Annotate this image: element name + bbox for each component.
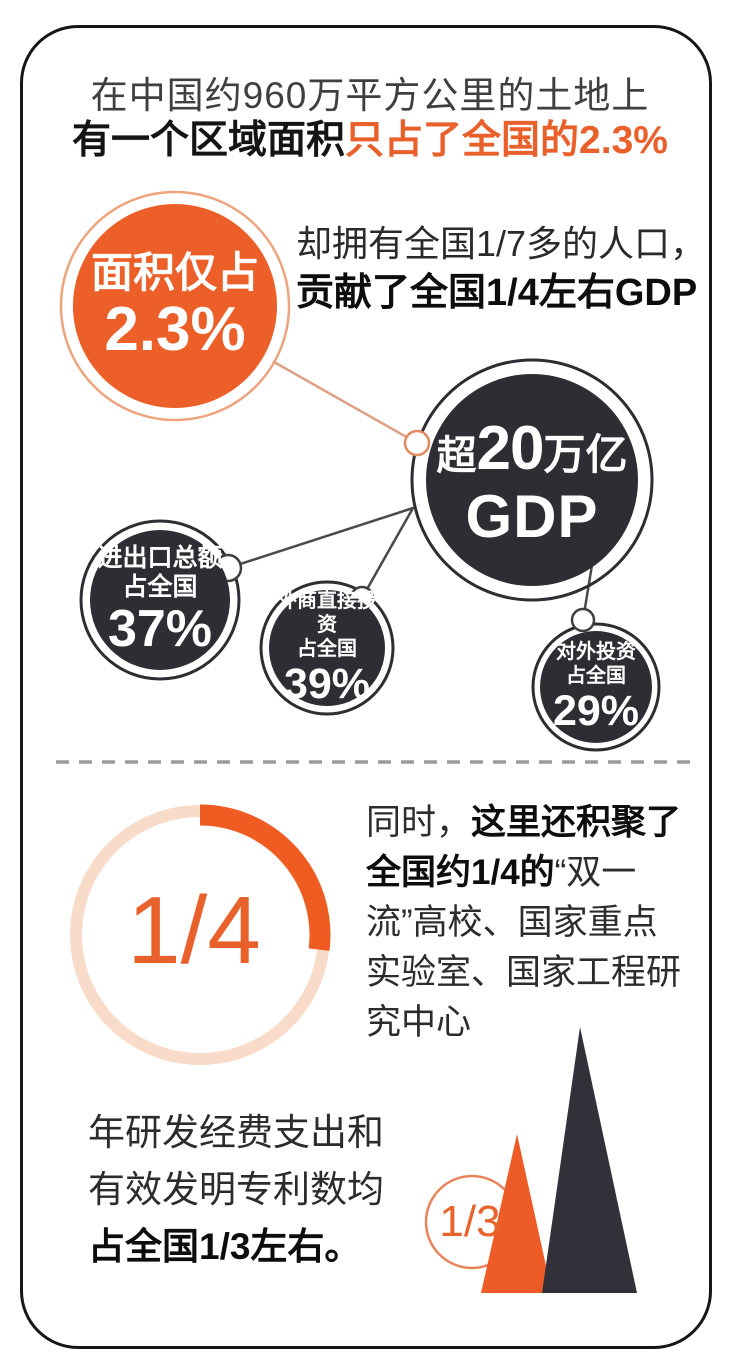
gdp-number: 20 xyxy=(476,413,545,483)
gdp-bubble: 超20万亿 GDP xyxy=(426,374,638,586)
stat-line2: 占全国 xyxy=(122,573,198,601)
area-bubble-value: 2.3% xyxy=(104,295,246,364)
quarter-fraction: 1/4 xyxy=(127,877,261,984)
gdp-label: GDP xyxy=(465,482,599,550)
gdp-bubble-line1: 超20万亿 xyxy=(437,413,628,484)
header-line2-dark: 有一个区域面积 xyxy=(72,119,346,162)
stat-value: 39% xyxy=(283,660,371,708)
one-third-fraction: 1/3 xyxy=(439,1197,501,1246)
header-line1: 在中国约960万平方公里的土地上 xyxy=(90,75,650,116)
page-border-frame xyxy=(20,25,712,1349)
stat-value: 29% xyxy=(552,687,640,735)
intro-line1: 却拥有全国1/7多的人口， xyxy=(296,223,707,264)
text-segment-bold: 这里还积聚了 xyxy=(471,803,682,842)
stat-line2: 占全国 xyxy=(297,638,357,660)
text-line: 流”高校、国家重点 xyxy=(366,903,658,942)
stat-line1: 外商直接投资 xyxy=(277,590,377,636)
area-bubble-label: 面积仅占 xyxy=(90,249,259,296)
text-line: 同时，这里还积聚了 xyxy=(366,798,681,848)
rnd-text: 年研发经费支出和 有效发明专利数均 占全国1/3左右。 xyxy=(88,1104,384,1275)
intro-line2: 贡献了全国1/4左右GDP xyxy=(296,272,698,314)
universities-text: 同时，这里还积聚了 全国约1/4的“双一 流”高校、国家重点 实验室、国家工程研… xyxy=(366,798,681,1048)
gdp-unit: 万亿 xyxy=(543,430,628,478)
text-line: 有效发明专利数均 xyxy=(88,1169,384,1210)
text-line: 全国约1/4的“双一 xyxy=(366,848,681,898)
header-line2-orange: 只占了全国的2.3% xyxy=(345,119,668,162)
area-share-bubble: 面积仅占 2.3% xyxy=(73,204,277,408)
stat-line1: 进出口总额 xyxy=(97,544,223,572)
text-line-bold: 占全国1/3左右。 xyxy=(88,1226,362,1267)
text-line: 实验室、国家工程研 xyxy=(366,953,682,992)
intro-text: 却拥有全国1/7多的人口， 贡献了全国1/4左右GDP xyxy=(296,220,706,318)
fdi-bubble: 外商直接投资 占全国 39% xyxy=(269,590,385,708)
text-segment: “双一 xyxy=(554,853,637,892)
text-segment-bold: 全国约1/4的 xyxy=(366,853,555,892)
gdp-prefix: 超 xyxy=(436,433,477,478)
text-line: 年研发经费支出和 xyxy=(88,1112,384,1153)
text-segment: 同时， xyxy=(366,803,472,842)
header-line2: 有一个区域面积只占了全国的2.3% xyxy=(0,118,740,164)
stat-line1: 对外投资 xyxy=(556,641,636,663)
stat-line2: 占全国 xyxy=(566,665,626,687)
odi-bubble: 对外投资 占全国 29% xyxy=(540,631,652,743)
stat-value: 37% xyxy=(107,600,213,658)
import-export-bubble: 进出口总额 占全国 37% xyxy=(90,530,230,670)
text-line: 究中心 xyxy=(366,1003,472,1042)
